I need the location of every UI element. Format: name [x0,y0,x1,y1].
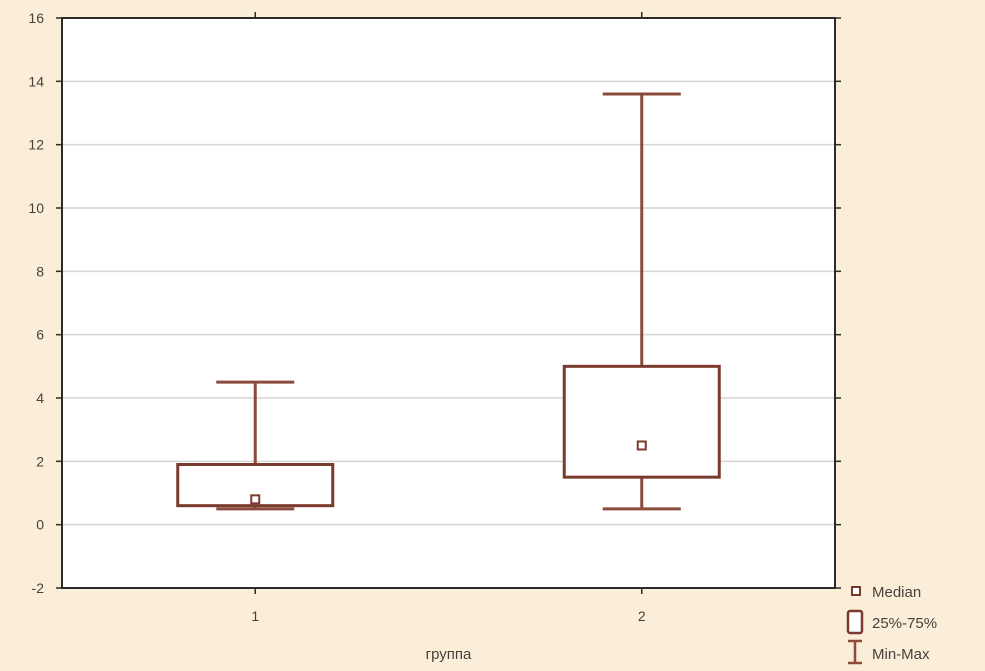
legend-item-box: 25%-75% [846,609,937,635]
legend-label-median: Median [872,584,921,601]
legend: Median 25%-75% Min-Max [846,584,937,665]
y-tick-label: 8 [36,263,44,279]
whisker-icon [848,639,862,665]
box-iqr [562,364,721,479]
box-group-2 [562,92,721,511]
x-tick-label: 2 [638,608,646,624]
median-marker-icon [851,586,861,596]
median-marker [636,440,647,451]
y-tick-label: 14 [28,73,44,89]
y-tick-label: 6 [36,327,44,343]
legend-label-box: 25%-75% [872,615,937,632]
x-axis-title: группа [426,646,472,663]
y-tick-label: 4 [36,390,44,406]
x-tick-label: 1 [251,608,259,624]
plot-frame [61,17,836,589]
boxes [176,92,721,511]
box-group-1 [176,380,335,511]
y-tick-label: 10 [28,200,44,216]
legend-item-whisker: Min-Max [848,639,930,665]
legend-label-whisker: Min-Max [872,646,930,663]
y-tick-label: -2 [32,580,45,596]
y-tick-label: 12 [28,137,44,153]
y-tick-label: 16 [28,10,44,26]
median-marker [250,494,261,505]
legend-item-median: Median [851,584,921,601]
grid-lines [62,80,835,526]
y-tick-label: 2 [36,453,44,469]
y-tick-label: 0 [36,517,44,533]
box-icon [846,609,864,635]
